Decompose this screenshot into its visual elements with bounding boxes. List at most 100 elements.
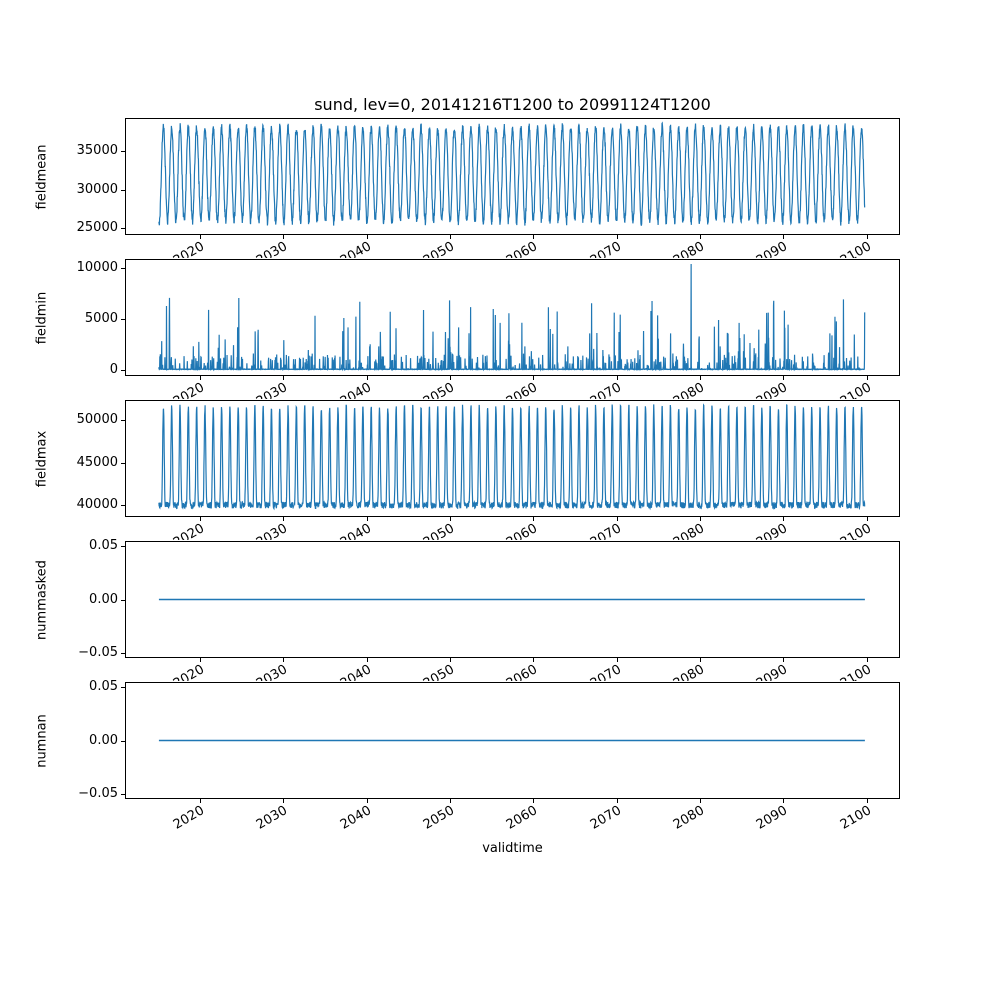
x-tick-mark [367,517,368,521]
x-tick-mark [450,799,451,803]
x-tick-mark [283,517,284,521]
y-tick-label: 0.00 [89,592,118,607]
y-tick-mark [121,653,125,654]
y-tick-label: 40000 [76,497,118,512]
y-tick-mark [121,546,125,547]
x-tick-mark [617,658,618,662]
subplot-nummasked-axes [125,541,900,658]
x-tick-mark [200,799,201,803]
nummasked-line [158,598,865,601]
x-tick-mark [783,235,784,239]
y-tick-label: 0 [109,362,118,377]
numnan-line [158,739,865,742]
x-tick-label: 2020 [170,380,207,399]
y-tick-label: 0.05 [89,679,118,694]
x-tick-mark [700,376,701,380]
y-tick-label: 35000 [76,143,118,158]
x-tick-mark [367,235,368,239]
y-tick-mark [121,463,125,464]
x-tick-mark [867,517,868,521]
x-axis-label: validtime [482,841,543,856]
x-tick-strip: 2020 2030 2040 2050 2060 2070 2080 2090 2100 [0,377,1000,399]
x-tick-mark [783,799,784,803]
y-tick-label: 10000 [76,260,118,275]
y-tick-label: −0.05 [78,645,118,660]
y-tick-mark [121,505,125,506]
x-tick-mark [367,658,368,662]
subplot-fieldmax-axes [125,400,900,517]
x-tick-label: 2020 [170,239,207,258]
fieldmax-line [158,403,866,511]
x-tick-mark [283,235,284,239]
x-tick-mark [450,658,451,662]
x-tick-mark [283,376,284,380]
y-axis-label-fieldmin: fieldmin [34,291,50,344]
x-tick-mark [450,376,451,380]
x-tick-mark [867,799,868,803]
y-axis-label-nummasked: nummasked [34,559,50,640]
x-tick-mark [783,376,784,380]
x-tick-mark [867,376,868,380]
y-axis-label-numnan: numnan [34,713,50,768]
y-tick-label: 45000 [76,455,118,470]
x-tick-mark [783,658,784,662]
x-tick-strip: 2020 2030 2040 2050 2060 2070 2080 2090 2100 [0,518,1000,540]
y-tick-label: 5000 [84,311,118,326]
y-tick-label: 30000 [76,182,118,197]
y-tick-mark [121,268,125,269]
x-tick-mark [700,235,701,239]
y-tick-label: 25000 [76,220,118,235]
x-tick-strip: 2020 2030 2040 2050 2060 2070 2080 2090 2100 [0,659,1000,681]
x-tick-mark [533,517,534,521]
x-tick-mark [200,376,201,380]
x-tick-mark [367,376,368,380]
subplot-fieldmin-axes [125,259,900,376]
x-tick-label: 2020 [170,521,207,540]
x-tick-mark [533,658,534,662]
y-tick-mark [121,420,125,421]
x-tick-mark [367,799,368,803]
x-tick-mark [450,517,451,521]
figure-title: sund, lev=0, 20141216T1200 to 20991124T1… [314,95,711,114]
x-tick-strip: 2020 2030 2040 2050 2060 2070 2080 2090 2100 [0,236,1000,258]
x-tick-mark [533,799,534,803]
x-tick-mark [617,517,618,521]
x-tick-mark [700,517,701,521]
x-tick-mark [200,517,201,521]
x-tick-mark [617,235,618,239]
x-tick-mark [700,799,701,803]
subplot-fieldmean-axes [125,118,900,235]
x-tick-mark [617,376,618,380]
x-tick-mark [617,799,618,803]
x-tick-mark [533,235,534,239]
y-tick-label: 50000 [76,412,118,427]
x-tick-mark [283,658,284,662]
x-tick-mark [200,658,201,662]
x-tick-mark [867,658,868,662]
fieldmean-line [158,121,866,227]
x-tick-label: 2020 [170,662,207,681]
x-tick-mark [200,235,201,239]
y-axis-label-fieldmean: fieldmean [34,144,50,209]
fieldmin-line [158,264,866,372]
y-tick-mark [121,370,125,371]
y-tick-label: −0.05 [78,786,118,801]
y-tick-mark [121,228,125,229]
y-tick-mark [121,741,125,742]
x-tick-mark [867,235,868,239]
y-tick-mark [121,600,125,601]
subplot-numnan-axes [125,682,900,799]
y-tick-mark [121,687,125,688]
x-tick-mark [700,658,701,662]
y-tick-mark [121,151,125,152]
x-tick-mark [283,799,284,803]
y-tick-mark [121,190,125,191]
y-tick-label: 0.05 [89,538,118,553]
x-tick-mark [450,235,451,239]
y-tick-label: 0.00 [89,733,118,748]
x-tick-mark [783,517,784,521]
x-tick-mark [533,376,534,380]
y-tick-mark [121,794,125,795]
